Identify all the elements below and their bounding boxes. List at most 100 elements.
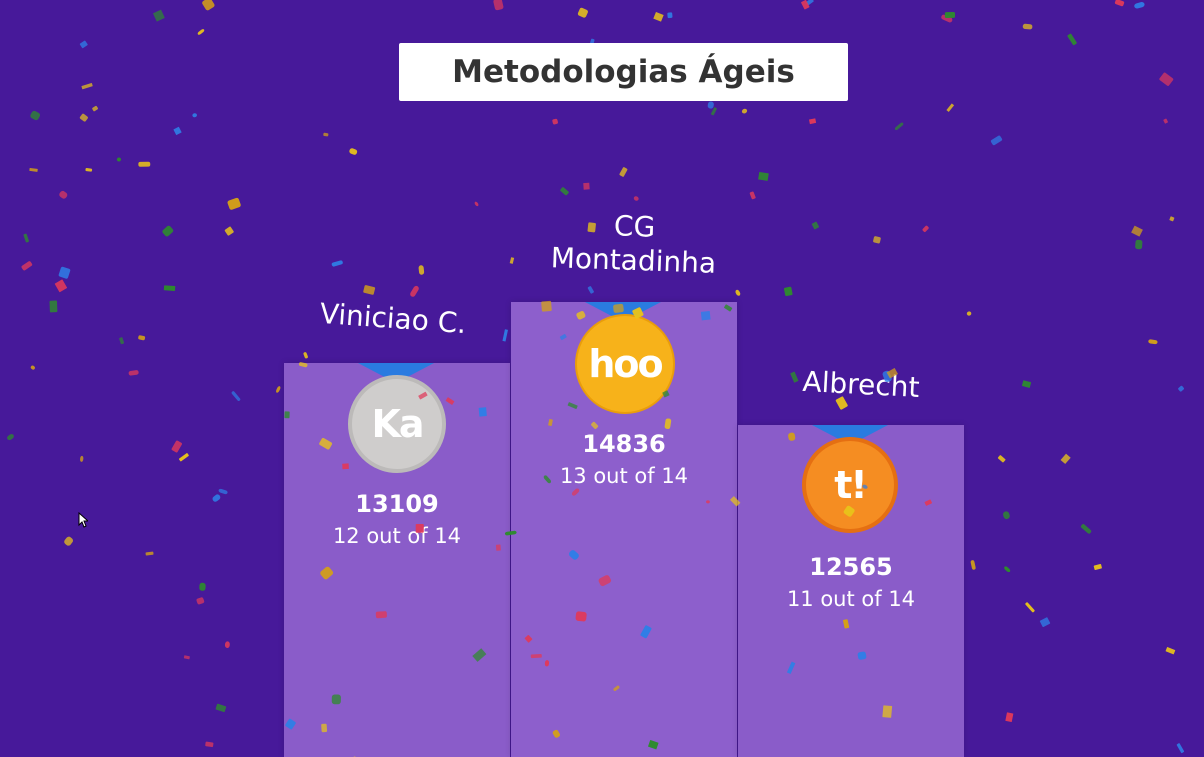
third-place-score: 12565	[809, 553, 893, 581]
mouse-cursor-icon	[78, 512, 88, 528]
confetti-piece	[894, 122, 904, 131]
confetti-piece	[474, 201, 479, 207]
confetti-piece	[205, 741, 214, 748]
confetti-piece	[966, 311, 972, 316]
confetti-piece	[552, 118, 558, 125]
confetti-piece	[29, 167, 38, 172]
confetti-piece	[583, 182, 590, 190]
confetti-piece	[1169, 216, 1175, 222]
confetti-piece	[653, 11, 664, 22]
confetti-piece	[79, 113, 88, 122]
confetti-piece	[23, 233, 29, 243]
confetti-piece	[873, 236, 881, 244]
third-place-avatar: t!	[834, 463, 867, 507]
confetti-piece	[1080, 524, 1092, 534]
gold-medal-icon: hoo	[575, 314, 675, 414]
confetti-piece	[21, 261, 33, 271]
second-place-correct-count: 12 out of 14	[332, 524, 462, 548]
confetti-piece	[173, 126, 182, 136]
confetti-piece	[171, 440, 182, 453]
confetti-piece	[944, 12, 956, 19]
third-place-correct-count: 11 out of 14	[786, 587, 916, 611]
confetti-piece	[85, 168, 93, 172]
confetti-piece	[183, 655, 190, 660]
confetti-piece	[941, 14, 953, 23]
silver-medal-icon: Ka	[348, 375, 446, 473]
confetti-piece	[7, 434, 14, 441]
confetti-piece	[54, 279, 68, 293]
confetti-piece	[1134, 2, 1145, 9]
confetti-piece	[79, 40, 88, 49]
confetti-piece	[560, 187, 569, 196]
confetti-piece	[1148, 339, 1158, 345]
confetti-piece	[758, 171, 769, 181]
confetti-piece	[587, 286, 594, 294]
first-place-correct-count: 13 out of 14	[559, 464, 689, 488]
confetti-piece	[116, 157, 121, 162]
confetti-piece	[1176, 743, 1185, 754]
confetti-piece	[92, 105, 99, 112]
confetti-piece	[58, 266, 71, 279]
confetti-piece	[162, 225, 174, 237]
confetti-piece	[152, 9, 165, 22]
confetti-piece	[30, 110, 41, 121]
confetti-piece	[331, 260, 343, 267]
third-place-podium: t! 12565 11 out of 14	[738, 425, 964, 757]
confetti-piece	[119, 337, 125, 345]
confetti-piece	[410, 285, 419, 297]
confetti-piece	[710, 107, 717, 116]
confetti-piece	[59, 190, 68, 199]
confetti-piece	[215, 703, 227, 713]
confetti-piece	[1165, 647, 1176, 655]
confetti-piece	[1002, 511, 1010, 520]
confetti-piece	[1004, 566, 1011, 573]
confetti-piece	[801, 0, 810, 10]
confetti-piece	[509, 257, 515, 264]
confetti-piece	[1178, 385, 1184, 392]
confetti-piece	[809, 118, 817, 125]
confetti-piece	[178, 453, 189, 462]
first-place-podium: hoo 14836 13 out of 14	[511, 302, 737, 757]
confetti-piece	[990, 135, 1003, 146]
confetti-piece	[202, 0, 215, 11]
confetti-piece	[707, 101, 714, 109]
first-place-score: 14836	[582, 430, 666, 458]
confetti-piece	[619, 167, 628, 177]
confetti-piece	[1021, 380, 1032, 388]
confetti-piece	[1159, 72, 1174, 86]
confetti-piece	[227, 197, 241, 210]
second-place-name: Viniciao C.	[318, 296, 468, 341]
confetti-piece	[1039, 617, 1051, 628]
confetti-piece	[946, 103, 955, 112]
bronze-medal-icon: t!	[802, 437, 898, 533]
confetti-piece	[749, 191, 756, 200]
confetti-piece	[192, 113, 197, 118]
confetti-piece	[138, 335, 146, 341]
first-place-name-line2: Montadinha	[550, 241, 717, 280]
second-place-avatar: Ka	[371, 402, 424, 446]
confetti-piece	[1131, 225, 1143, 237]
confetti-piece	[145, 551, 154, 556]
confetti-piece	[1060, 453, 1071, 464]
confetti-piece	[138, 161, 151, 167]
confetti-piece	[212, 494, 221, 502]
first-place-avatar: hoo	[588, 342, 663, 386]
confetti-piece	[128, 370, 139, 376]
quiz-title-banner: Metodologias Ágeis	[399, 43, 848, 101]
confetti-piece	[197, 29, 205, 35]
second-place-podium: Ka 13109 12 out of 14	[284, 363, 510, 757]
confetti-piece	[1114, 0, 1125, 7]
confetti-piece	[1022, 23, 1033, 30]
confetti-piece	[1005, 712, 1014, 723]
confetti-piece	[811, 221, 820, 230]
confetti-piece	[224, 226, 234, 236]
confetti-piece	[231, 391, 241, 401]
confetti-piece	[735, 289, 741, 296]
confetti-piece	[1025, 602, 1035, 613]
confetti-piece	[1093, 563, 1102, 571]
confetti-piece	[784, 286, 793, 297]
first-place-name: CG Montadinha	[520, 206, 748, 282]
confetti-piece	[81, 82, 93, 90]
confetti-piece	[997, 455, 1006, 463]
confetti-piece	[30, 365, 35, 370]
